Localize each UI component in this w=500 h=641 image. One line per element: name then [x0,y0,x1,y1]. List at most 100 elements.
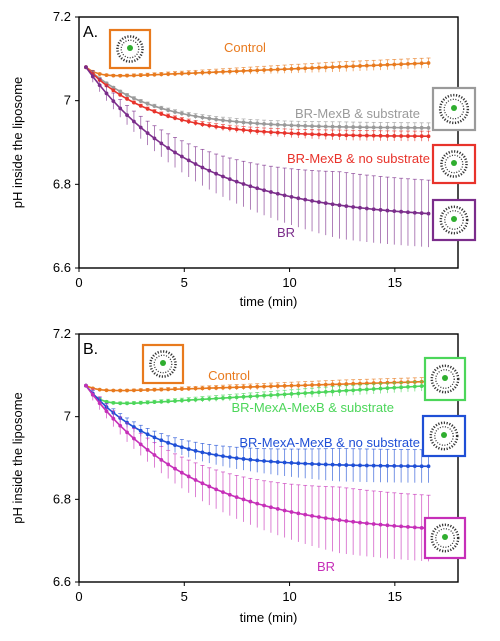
data-point [227,492,232,497]
data-point [371,63,376,68]
data-point [289,194,294,199]
data-point [255,384,260,389]
data-point [351,463,356,468]
data-point [364,521,369,526]
data-point [296,383,301,388]
membrane-inner [153,354,173,374]
data-point [406,125,410,130]
membrane-inner [434,426,454,446]
data-point [118,106,123,111]
data-point [364,133,369,138]
data-point [282,67,287,72]
data-point [138,73,143,78]
data-point [399,464,404,468]
data-point [296,511,301,516]
data-point [221,174,225,179]
y-axis-label: pH inside the liposome [10,392,25,524]
data-point [145,388,150,392]
data-point [269,393,273,398]
data-point [269,384,273,389]
data-point [330,202,335,207]
data-point [193,162,198,166]
data-point [426,134,431,139]
data-point [378,463,383,468]
data-point [159,141,164,146]
membrane [439,205,469,235]
data-point [159,438,164,443]
data-point [337,518,342,522]
data-point [255,186,260,191]
data-point [173,116,177,121]
data-point [275,507,280,511]
data-point [269,190,273,194]
data-point [90,74,95,79]
data-point [111,416,116,421]
data-point [227,455,232,460]
data-point [221,118,225,123]
data-point [166,387,171,392]
data-point [255,394,260,398]
data-point [166,440,171,445]
data-point [310,513,314,518]
data-point [179,154,184,159]
data-point [385,125,390,130]
data-point [90,392,95,397]
data-point [289,461,294,465]
data-point [227,177,232,182]
data-point [275,191,280,196]
data-point [412,125,417,130]
data-point [186,447,191,452]
data-point [152,109,157,114]
data-point [399,385,404,390]
data-point [207,451,212,456]
data-point [323,389,328,394]
data-point [275,384,280,388]
data-point [316,124,321,129]
data-point [255,129,260,134]
data-point [337,64,342,69]
data-point [248,68,253,73]
data-point [316,200,321,204]
data-point [385,133,390,138]
x-tick-label: 0 [75,275,82,290]
data-point [227,126,232,131]
data-point [419,384,424,388]
x-tick-label: 15 [388,589,402,604]
series-1: BR-MexA-MexB & substrate [84,356,467,415]
data-point [303,391,308,396]
data-point [241,182,246,186]
liposome-icon [108,28,152,70]
x-axis-label: time (min) [240,610,298,625]
data-point [132,401,136,406]
data-point [392,62,397,67]
panel-a: 6.6 6.8 7 7.2 0 5 10 15 time (min) pH inside the … [10,9,477,309]
data-point [248,394,253,399]
data-point [234,395,239,400]
data-point [221,490,225,495]
data-point [255,501,260,506]
membrane [430,364,460,394]
data-point [419,464,424,469]
data-point [152,400,157,405]
data-point [426,61,431,65]
data-point [145,131,150,136]
data-point [248,457,253,462]
data-point [186,474,191,479]
data-point [337,389,342,393]
data-point [323,132,328,137]
data-point [282,131,287,135]
data-point [364,206,369,211]
data-point [310,132,314,137]
data-point [179,118,184,122]
x-tick-label: 5 [181,275,188,290]
data-point [358,125,362,130]
data-point [371,133,376,138]
data-point [207,116,212,121]
data-point [289,392,294,396]
data-point [145,400,150,405]
data-point [234,179,239,184]
data-point [214,124,219,129]
data-point [132,96,136,101]
data-point [173,387,177,392]
data-point [330,382,335,387]
